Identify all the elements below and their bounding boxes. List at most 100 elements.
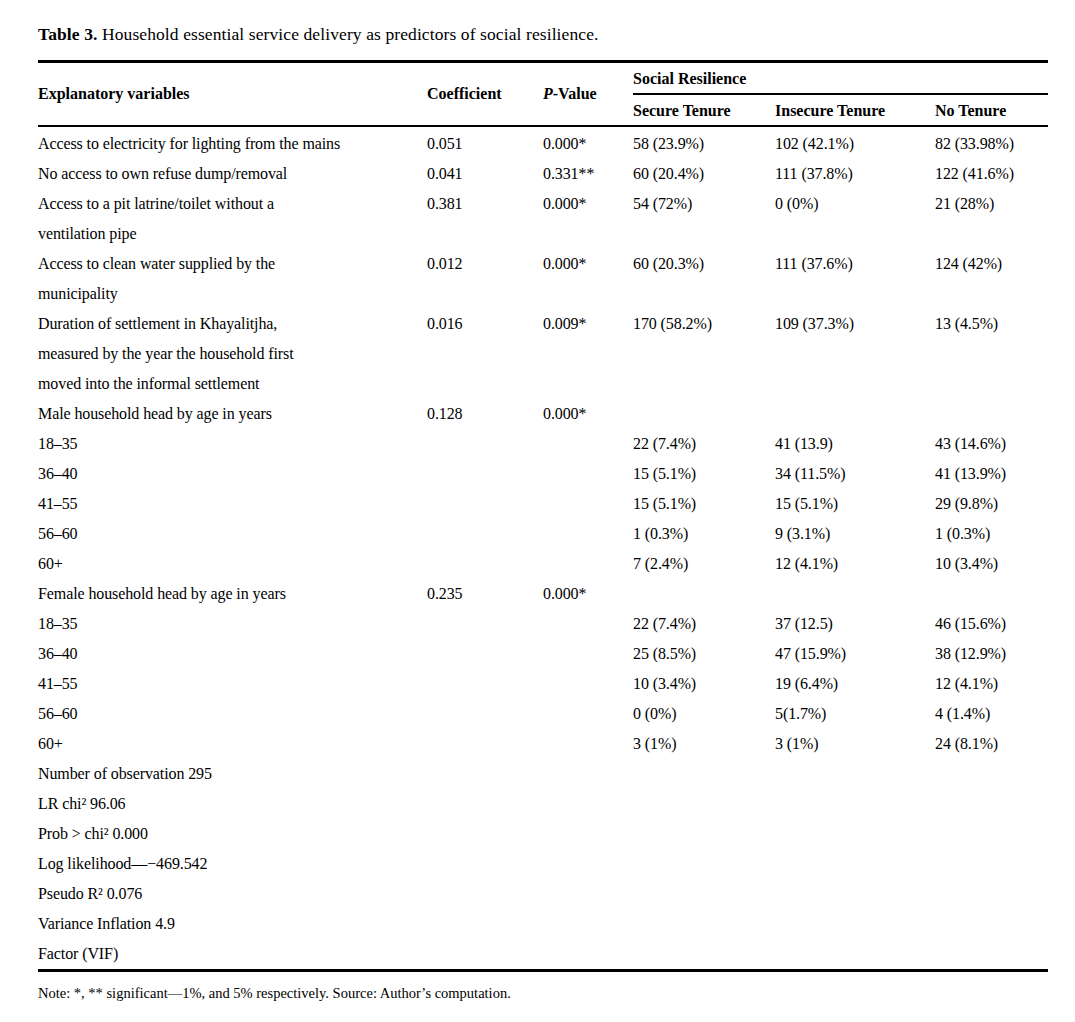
- p-value-cell: 0.009*: [543, 309, 633, 399]
- coefficient-cell: [427, 459, 543, 489]
- coefficient-cell: [427, 639, 543, 669]
- variable-cell: Pseudo R² 0.076: [38, 879, 427, 909]
- coefficient-cell: 0.381: [427, 189, 543, 249]
- variable-cell: 36–40: [38, 639, 427, 669]
- table-row: Duration of settlement in Khayalitjha, m…: [38, 309, 1048, 399]
- coefficient-cell: 0.051: [427, 126, 543, 159]
- no-tenure-cell: [935, 849, 1048, 879]
- insecure-tenure-cell: [775, 579, 935, 609]
- coefficient-cell: [427, 849, 543, 879]
- table-row: Access to a pit latrine/toilet without a…: [38, 189, 1048, 249]
- table-row: LR chi² 96.06: [38, 789, 1048, 819]
- no-tenure-cell: 10 (3.4%): [935, 549, 1048, 579]
- variable-cell: 36–40: [38, 459, 427, 489]
- table-row: 56–600 (0%)5(1.7%)4 (1.4%): [38, 699, 1048, 729]
- secure-tenure-cell: [633, 789, 775, 819]
- secure-tenure-cell: [633, 879, 775, 909]
- no-tenure-cell: 38 (12.9%): [935, 639, 1048, 669]
- insecure-tenure-cell: 3 (1%): [775, 729, 935, 759]
- header-secure-tenure: Secure Tenure: [633, 94, 775, 126]
- coefficient-cell: [427, 549, 543, 579]
- header-row-group: Explanatory variables Coefficient P-Valu…: [38, 62, 1048, 94]
- insecure-tenure-cell: 109 (37.3%): [775, 309, 935, 399]
- coefficient-cell: 0.016: [427, 309, 543, 399]
- secure-tenure-cell: [633, 399, 775, 429]
- variable-cell: Duration of settlement in Khayalitjha, m…: [38, 309, 427, 399]
- no-tenure-cell: 46 (15.6%): [935, 609, 1048, 639]
- p-value-cell: [543, 489, 633, 519]
- p-value-cell: [543, 699, 633, 729]
- no-tenure-cell: 1 (0.3%): [935, 519, 1048, 549]
- no-tenure-cell: 13 (4.5%): [935, 309, 1048, 399]
- table-row: 60+7 (2.4%)12 (4.1%)10 (3.4%): [38, 549, 1048, 579]
- table-row: 36–40 15 (5.1%)34 (11.5%)41 (13.9%): [38, 459, 1048, 489]
- coefficient-cell: [427, 759, 543, 789]
- no-tenure-cell: [935, 579, 1048, 609]
- insecure-tenure-cell: [775, 849, 935, 879]
- variable-cell: No access to own refuse dump/removal: [38, 159, 427, 189]
- secure-tenure-cell: 3 (1%): [633, 729, 775, 759]
- header-p-value: P-Value: [543, 62, 633, 126]
- table-caption-text: Household essential service delivery as …: [97, 24, 598, 44]
- coefficient-cell: 0.235: [427, 579, 543, 609]
- p-value-cell: 0.000*: [543, 126, 633, 159]
- no-tenure-cell: 124 (42%): [935, 249, 1048, 309]
- coefficient-cell: [427, 789, 543, 819]
- results-table: Explanatory variables Coefficient P-Valu…: [38, 60, 1048, 972]
- insecure-tenure-cell: 0 (0%): [775, 189, 935, 249]
- table-footnote: Note: *, ** significant—1%, and 5% respe…: [38, 984, 1048, 1003]
- coefficient-cell: 0.012: [427, 249, 543, 309]
- secure-tenure-cell: 22 (7.4%): [633, 609, 775, 639]
- table-row: 41–5515 (5.1%)15 (5.1%)29 (9.8%): [38, 489, 1048, 519]
- insecure-tenure-cell: 12 (4.1%): [775, 549, 935, 579]
- p-value-cell: [543, 669, 633, 699]
- no-tenure-cell: [935, 399, 1048, 429]
- secure-tenure-cell: 58 (23.9%): [633, 126, 775, 159]
- insecure-tenure-cell: [775, 879, 935, 909]
- table-row: Factor (VIF): [38, 939, 1048, 971]
- insecure-tenure-cell: 5(1.7%): [775, 699, 935, 729]
- insecure-tenure-cell: 111 (37.6%): [775, 249, 935, 309]
- insecure-tenure-cell: [775, 789, 935, 819]
- p-value-cell: [543, 459, 633, 489]
- header-insecure-tenure: Insecure Tenure: [775, 94, 935, 126]
- table-caption: Table 3. Household essential service del…: [38, 23, 1048, 46]
- no-tenure-cell: [935, 789, 1048, 819]
- document-page: Table 3. Household essential service del…: [0, 0, 1075, 1022]
- header-no-tenure: No Tenure: [935, 94, 1048, 126]
- variable-cell: Prob > chi² 0.000: [38, 819, 427, 849]
- p-value-cell: 0.000*: [543, 249, 633, 309]
- variable-cell: Male household head by age in years: [38, 399, 427, 429]
- no-tenure-cell: [935, 939, 1048, 971]
- table-row: Variance Inflation 4.9: [38, 909, 1048, 939]
- p-value-cell: [543, 819, 633, 849]
- table-row: Male household head by age in years0.128…: [38, 399, 1048, 429]
- no-tenure-cell: 29 (9.8%): [935, 489, 1048, 519]
- p-value-cell: 0.000*: [543, 399, 633, 429]
- secure-tenure-cell: 15 (5.1%): [633, 459, 775, 489]
- variable-cell: 56–60: [38, 519, 427, 549]
- coefficient-cell: [427, 669, 543, 699]
- variable-cell: Log likelihood—−469.542: [38, 849, 427, 879]
- secure-tenure-cell: [633, 759, 775, 789]
- p-value-cell: [543, 549, 633, 579]
- p-value-cell: 0.000*: [543, 189, 633, 249]
- no-tenure-cell: 4 (1.4%): [935, 699, 1048, 729]
- secure-tenure-cell: [633, 849, 775, 879]
- header-social-resilience: Social Resilience: [633, 62, 1048, 94]
- coefficient-cell: [427, 429, 543, 459]
- p-value-cell: [543, 759, 633, 789]
- table-caption-label: Table 3.: [38, 24, 97, 44]
- p-value-cell: [543, 909, 633, 939]
- insecure-tenure-cell: 34 (11.5%): [775, 459, 935, 489]
- table-row: No access to own refuse dump/removal0.04…: [38, 159, 1048, 189]
- insecure-tenure-cell: [775, 939, 935, 971]
- table-row: 41–5510 (3.4%)19 (6.4%)12 (4.1%): [38, 669, 1048, 699]
- no-tenure-cell: 41 (13.9%): [935, 459, 1048, 489]
- coefficient-cell: [427, 699, 543, 729]
- secure-tenure-cell: 22 (7.4%): [633, 429, 775, 459]
- no-tenure-cell: [935, 819, 1048, 849]
- no-tenure-cell: 82 (33.98%): [935, 126, 1048, 159]
- variable-cell: 56–60: [38, 699, 427, 729]
- coefficient-cell: [427, 879, 543, 909]
